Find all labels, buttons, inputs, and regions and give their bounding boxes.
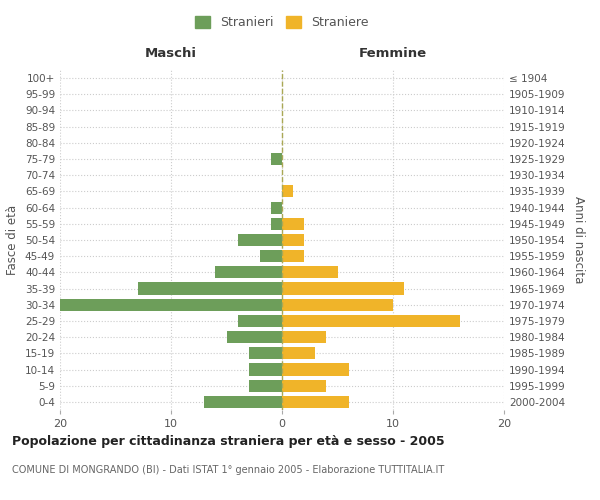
Text: Femmine: Femmine <box>359 48 427 60</box>
Bar <box>204 396 282 408</box>
Bar <box>138 282 282 294</box>
Bar <box>282 396 349 408</box>
Y-axis label: Anni di nascita: Anni di nascita <box>572 196 585 284</box>
Legend: Stranieri, Straniere: Stranieri, Straniere <box>190 11 374 34</box>
Bar <box>282 331 326 343</box>
Text: Maschi: Maschi <box>145 48 197 60</box>
Bar <box>282 266 337 278</box>
Bar <box>227 331 282 343</box>
Bar <box>282 298 393 311</box>
Bar <box>282 250 304 262</box>
Bar <box>282 234 304 246</box>
Bar <box>282 282 404 294</box>
Bar <box>249 364 282 376</box>
Text: Popolazione per cittadinanza straniera per età e sesso - 2005: Popolazione per cittadinanza straniera p… <box>12 435 445 448</box>
Y-axis label: Fasce di età: Fasce di età <box>7 205 19 275</box>
Bar <box>60 298 282 311</box>
Bar <box>282 364 349 376</box>
Bar <box>249 348 282 360</box>
Bar <box>249 380 282 392</box>
Bar <box>271 218 282 230</box>
Bar <box>282 348 316 360</box>
Bar <box>282 218 304 230</box>
Text: COMUNE DI MONGRANDO (BI) - Dati ISTAT 1° gennaio 2005 - Elaborazione TUTTITALIA.: COMUNE DI MONGRANDO (BI) - Dati ISTAT 1°… <box>12 465 444 475</box>
Bar <box>260 250 282 262</box>
Bar <box>271 153 282 165</box>
Bar <box>282 315 460 327</box>
Bar <box>238 234 282 246</box>
Bar <box>238 315 282 327</box>
Bar <box>271 202 282 213</box>
Bar <box>282 186 293 198</box>
Bar <box>282 380 326 392</box>
Bar <box>215 266 282 278</box>
